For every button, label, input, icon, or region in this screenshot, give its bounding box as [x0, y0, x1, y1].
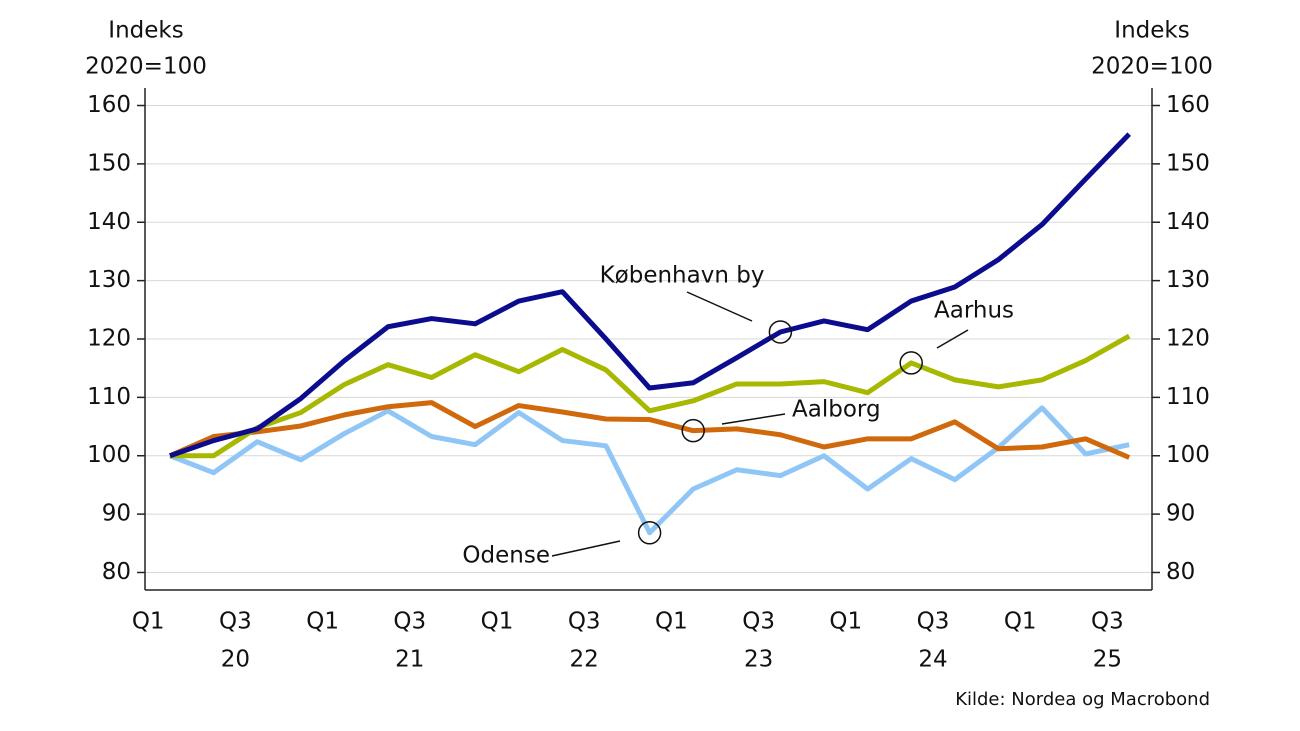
annotation-leader	[936, 329, 969, 349]
x-group-label: 25	[1093, 647, 1122, 673]
x-group-label: 21	[395, 647, 424, 673]
x-tick-label: Q3	[1091, 609, 1124, 635]
series-label: Aarhus	[934, 298, 1014, 324]
x-tick-label: Q3	[917, 609, 950, 635]
x-tick-label: Q3	[742, 609, 775, 635]
series-label: København by	[600, 263, 765, 289]
x-tick-label: Q1	[481, 609, 514, 635]
annotation-circle	[899, 351, 923, 375]
series-line	[170, 333, 1131, 459]
source: Kilde: Nordea og Macrobond	[955, 689, 1210, 710]
x-tick-label: Q1	[306, 609, 339, 635]
y2-tick-label: 150	[1166, 150, 1210, 176]
y-label: 2020=100	[85, 54, 207, 80]
x-tick-label: Q1	[655, 609, 688, 635]
y-tick-label: 140	[87, 209, 131, 235]
series-line	[169, 132, 1131, 459]
y-tick-label: 110	[87, 384, 131, 410]
x-group-label: 22	[570, 647, 599, 673]
y-tick-label: 160	[87, 92, 131, 118]
y-tick-label: 100	[87, 442, 131, 468]
x-tick-label: Q1	[1004, 609, 1037, 635]
x-tick-label: Q3	[219, 609, 252, 635]
annotation-circle	[681, 418, 705, 443]
x-tick-label: Q3	[568, 609, 601, 635]
annotation-leader	[551, 540, 621, 557]
y2-tick-label: 100	[1166, 442, 1210, 468]
y-tick-label: 130	[87, 267, 131, 293]
x-group-label: 24	[918, 647, 947, 673]
y2-tick-label: 120	[1166, 326, 1210, 352]
y2-tick-label: 140	[1166, 209, 1210, 235]
y2-label: Indeks	[1114, 18, 1189, 44]
series-label: Odense	[462, 543, 550, 569]
series-line	[168, 400, 1131, 460]
y2-tick-label: 80	[1166, 559, 1195, 585]
y-tick-label: 150	[87, 150, 131, 176]
x-tick-label: Q1	[132, 609, 165, 635]
x-group-label: 20	[221, 647, 250, 673]
annotation-leader	[721, 413, 786, 425]
annotation-circle	[768, 320, 793, 344]
y-tick-label: 120	[87, 326, 131, 352]
y2-tick-label: 130	[1166, 267, 1210, 293]
series-label: Aalborg	[792, 397, 881, 423]
annotation-leader	[686, 291, 753, 322]
y-label: Indeks	[108, 18, 183, 44]
y2-tick-label: 110	[1166, 384, 1210, 410]
y2-label: 2020=100	[1091, 54, 1213, 80]
annotation-circle	[637, 521, 662, 545]
y-tick-label: 80	[102, 559, 131, 585]
series-line	[169, 405, 1130, 536]
y-tick-label: 90	[102, 501, 131, 527]
y2-tick-label: 90	[1166, 501, 1195, 527]
x-tick-label: Q3	[393, 609, 426, 635]
x-tick-label: Q1	[829, 609, 862, 635]
y2-tick-label: 160	[1166, 92, 1210, 118]
x-group-label: 23	[744, 647, 773, 673]
